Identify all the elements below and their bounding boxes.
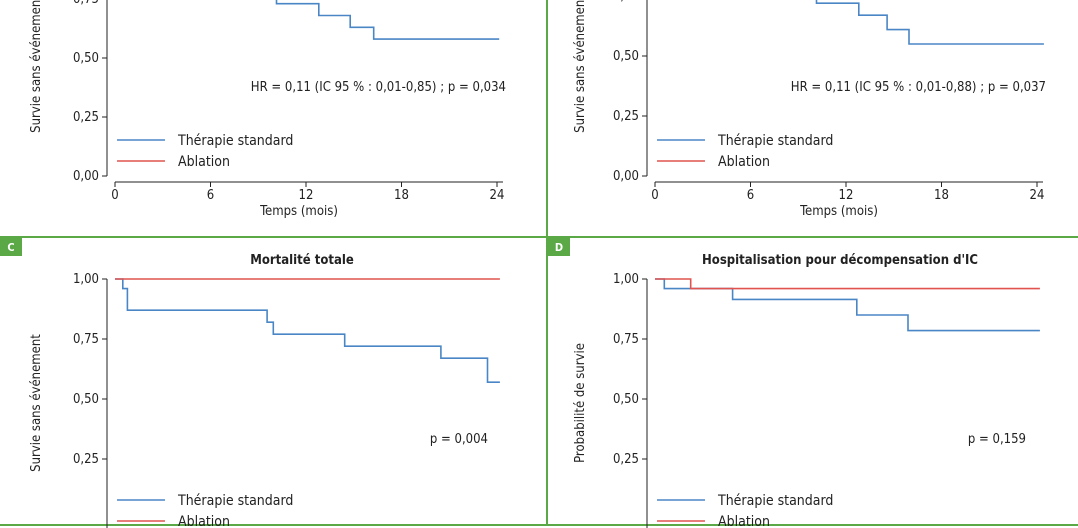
legend-label-standard: Thérapie standard — [177, 493, 293, 509]
y-tick-label: 0,50 — [73, 392, 99, 407]
y-tick-label: 0,50 — [73, 51, 99, 66]
chart-panel-b: 0,00 0,25 0,50 0,75 0 6 12 18 24 Temps (mois) Surv… — [546, 0, 1078, 238]
y-tick-label: 0,25 — [613, 109, 639, 124]
y-axis-label: Probabilité de survie — [573, 343, 588, 463]
y-tick-label: 0,75 — [613, 0, 639, 4]
legend-label-standard: Thérapie standard — [717, 133, 833, 149]
km-chart-a: 0,00 0,25 0,50 0,75 0 6 12 18 24 Temps (mois) Surv… — [29, 0, 506, 219]
x-tick-label: 18 — [934, 188, 949, 203]
stat-annotation: p = 0,004 — [430, 432, 488, 447]
stat-annotation: p = 0,159 — [968, 432, 1026, 447]
y-tick-label: 0,75 — [613, 332, 639, 347]
km-chart-d: Hospitalisation pour décompensation d'IC… — [573, 253, 1040, 528]
y-tick-label: 0,75 — [73, 332, 99, 347]
y-tick-label: 0,00 — [613, 169, 639, 184]
stat-annotation: HR = 0,11 (IC 95 % : 0,01-0,85) ; p = 0,… — [251, 80, 506, 95]
series-line-ablation — [655, 278, 1040, 290]
series-line-therapie-standard — [115, 278, 500, 383]
legend-label-ablation: Ablation — [178, 514, 230, 528]
x-tick-label: 12 — [299, 188, 314, 203]
chart-panel-d: Hospitalisation pour décompensation d'IC… — [546, 236, 1078, 528]
y-tick-label: 1,00 — [613, 272, 639, 287]
x-tick-label: 0 — [111, 188, 118, 203]
x-axis-label: Temps (mois) — [799, 204, 878, 219]
series-line-therapie-standard — [815, 0, 1044, 45]
legend-label-standard: Thérapie standard — [177, 133, 293, 149]
x-tick-label: 12 — [839, 188, 854, 203]
chart-title: Hospitalisation pour décompensation d'IC — [702, 253, 978, 268]
y-axis-label: Survie sans événement — [29, 0, 44, 133]
series-line-therapie-standard — [655, 278, 1040, 332]
legend-label-ablation: Ablation — [718, 154, 770, 170]
km-chart-c: Mortalité totale 1,00 0,75 0,50 0,25 Survie s… — [29, 253, 500, 528]
x-tick-label: 24 — [490, 188, 505, 203]
x-tick-label: 24 — [1030, 188, 1045, 203]
y-tick-label: 0,25 — [73, 110, 99, 125]
x-tick-label: 18 — [394, 188, 409, 203]
x-axis-label: Temps (mois) — [259, 204, 338, 219]
x-tick-label: 6 — [207, 188, 214, 203]
stat-annotation: HR = 0,11 (IC 95 % : 0,01-0,88) ; p = 0,… — [791, 80, 1046, 95]
km-chart-b: 0,00 0,25 0,50 0,75 0 6 12 18 24 Temps (mois) Surv… — [573, 0, 1046, 219]
y-axis-label: Survie sans événement — [573, 0, 588, 133]
chart-title: Mortalité totale — [250, 253, 354, 268]
legend-label-ablation: Ablation — [718, 514, 770, 528]
panel-letter-d: D — [548, 238, 570, 256]
chart-panel-a: 0,00 0,25 0,50 0,75 0 6 12 18 24 Temps (mois) Surv… — [0, 0, 548, 238]
x-tick-label: 6 — [747, 188, 754, 203]
y-tick-label: 0,50 — [613, 392, 639, 407]
y-tick-label: 0,25 — [613, 452, 639, 467]
y-tick-label: 0,00 — [73, 169, 99, 184]
panel-letter-c: C — [0, 238, 22, 256]
y-tick-label: 0,75 — [73, 0, 99, 7]
y-tick-label: 0,50 — [613, 49, 639, 64]
x-tick-label: 0 — [651, 188, 658, 203]
y-tick-label: 0,25 — [73, 452, 99, 467]
series-line-therapie-standard — [275, 0, 500, 40]
y-axis-label: Survie sans événement — [29, 334, 44, 472]
legend-label-ablation: Ablation — [178, 154, 230, 170]
chart-panel-c: Mortalité totale 1,00 0,75 0,50 0,25 Survie s… — [0, 236, 548, 528]
legend-label-standard: Thérapie standard — [717, 493, 833, 509]
y-tick-label: 1,00 — [73, 272, 99, 287]
